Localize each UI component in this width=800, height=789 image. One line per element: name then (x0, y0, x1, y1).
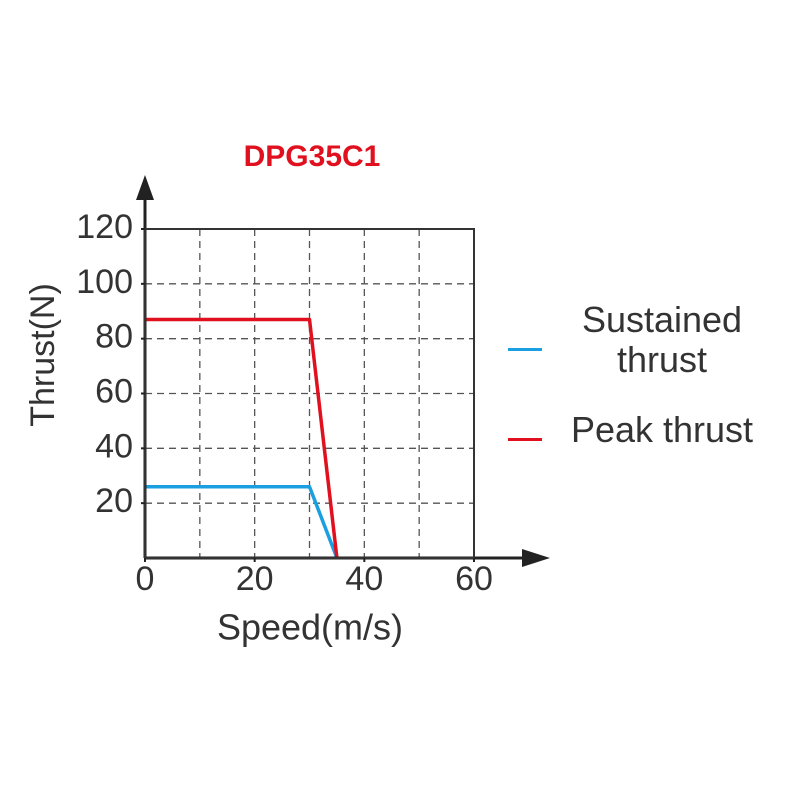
y-tick-label: 100 (76, 263, 133, 301)
x-tick-label: 0 (136, 560, 155, 598)
series-line (145, 484, 339, 559)
legend-item: Peak thrust (508, 410, 798, 450)
legend-swatch (508, 437, 542, 441)
series-line (145, 317, 339, 559)
chart-title: DPG35C1 (244, 140, 381, 173)
y-axis-title: Thrust(N) (24, 283, 62, 427)
y-arrow (136, 175, 154, 200)
legend-label: Sustained thrust (581, 299, 743, 380)
x-tick-label: 20 (236, 560, 274, 598)
x-tick-label: 40 (345, 560, 383, 598)
x-tick-label: 60 (455, 560, 493, 598)
y-tick-label: 20 (95, 482, 133, 520)
y-tick-label: 120 (76, 208, 133, 246)
legend-swatch (508, 347, 542, 351)
y-tick-label: 40 (95, 427, 133, 465)
x-arrow (522, 549, 550, 567)
legend-item: Sustained thrust (508, 300, 798, 380)
x-axis-title: Speed(m/s) (217, 607, 403, 648)
y-tick-label: 60 (95, 372, 133, 410)
legend: Sustained thrust Peak thrust (508, 300, 798, 480)
y-tick-label: 80 (95, 318, 133, 356)
legend-label: Peak thrust (570, 409, 754, 450)
